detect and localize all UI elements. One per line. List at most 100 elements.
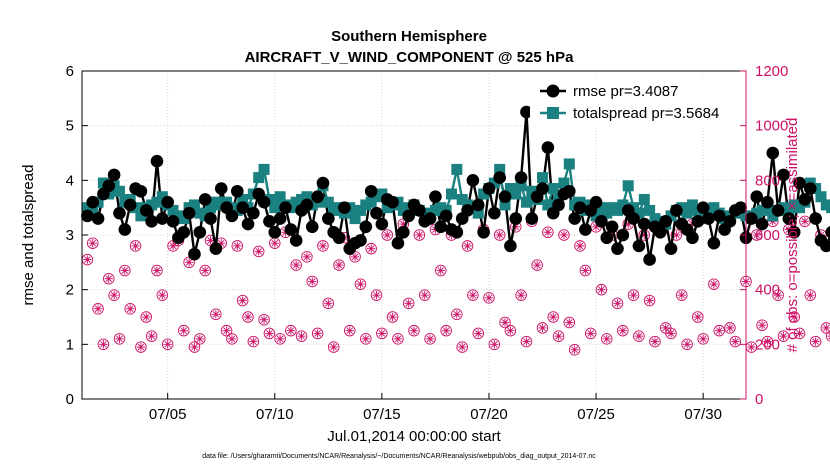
obs-assimilated-marker — [779, 331, 788, 341]
obs-assimilated-marker — [549, 312, 558, 322]
obs-possible-marker — [343, 324, 356, 337]
totalspread-marker — [515, 180, 527, 192]
rmse-marker — [247, 206, 260, 220]
obs-assimilated-marker — [661, 323, 670, 333]
obs-assimilated-marker — [259, 315, 269, 324]
rmse-marker — [150, 154, 164, 168]
rmse-marker — [118, 223, 132, 236]
totalspread-marker — [376, 188, 388, 200]
obs-assimilated-marker — [270, 239, 279, 248]
obs-assimilated-marker — [490, 340, 499, 349]
obs-assimilated-marker — [302, 252, 312, 262]
rmse-marker — [182, 206, 196, 220]
obs-assimilated-marker — [366, 244, 376, 253]
obs-assimilated-marker — [822, 323, 830, 333]
rmse-marker — [396, 225, 410, 239]
totalspread-marker — [488, 177, 500, 189]
obs-assimilated-marker — [99, 340, 108, 349]
obs-possible-marker — [793, 327, 806, 340]
obs-assimilated-marker — [581, 266, 590, 275]
obs-assimilated-marker — [522, 337, 531, 346]
rmse-marker — [322, 212, 335, 225]
totalspread-marker — [826, 202, 830, 214]
obs-possible-marker — [542, 226, 554, 239]
totalspread-marker — [526, 185, 538, 197]
right-tick-label: 600 — [755, 227, 780, 244]
rmse-marker — [627, 212, 640, 225]
obs-possible-marker — [504, 324, 517, 337]
rmse-marker — [637, 217, 651, 231]
obs-possible-marker — [140, 311, 153, 323]
rmse-marker — [589, 195, 603, 209]
rmse-marker — [659, 215, 672, 228]
obs-assimilated-marker — [222, 326, 231, 335]
obs-assimilated-marker — [265, 329, 274, 338]
obs-possible-marker — [515, 289, 527, 301]
obs-assimilated-marker — [597, 285, 606, 294]
right-tick-label: 1200 — [755, 63, 788, 80]
x-tick-label: 07/10 — [256, 406, 294, 423]
rmse-marker — [654, 225, 667, 239]
totalspread-marker — [820, 199, 830, 211]
obs-assimilated-marker — [532, 260, 542, 270]
totalspread-marker — [135, 210, 147, 222]
obs-assimilated-marker — [142, 312, 151, 322]
obs-assimilated-marker — [757, 321, 767, 330]
obs-possible-marker — [595, 283, 608, 296]
left-tick-label: 5 — [66, 118, 74, 135]
obs-assimilated-marker — [666, 329, 676, 338]
obs-assimilated-marker — [763, 337, 772, 346]
rmse-marker — [595, 215, 608, 228]
rmse-marker — [702, 212, 715, 225]
obs-possible-marker — [788, 311, 800, 323]
obs-possible-marker — [263, 327, 276, 340]
rmse-marker — [209, 242, 223, 255]
obs-assimilated-marker — [158, 290, 167, 300]
legend-spread-marker — [547, 107, 559, 119]
rmse-marker — [434, 220, 448, 234]
rmse-marker — [193, 225, 207, 239]
obs-assimilated-marker — [200, 266, 210, 275]
obs-possible-marker — [649, 335, 661, 348]
obs-assimilated-marker — [120, 266, 130, 275]
obs-possible-marker — [177, 324, 190, 337]
obs-assimilated-marker — [109, 290, 119, 300]
obs-assimilated-marker — [677, 290, 686, 300]
obs-possible-marker — [327, 341, 340, 353]
totalspread-marker — [237, 193, 249, 205]
obs-possible-marker — [290, 259, 302, 271]
obs-assimilated-marker — [291, 260, 301, 270]
totalspread-marker — [349, 213, 361, 225]
rmse-marker — [107, 168, 121, 182]
rmse-marker — [562, 184, 576, 198]
rmse-marker — [504, 239, 517, 253]
totalspread-marker — [87, 204, 99, 216]
obs-possible-marker — [643, 294, 656, 307]
obs-assimilated-marker — [554, 331, 563, 341]
totalspread-marker — [563, 158, 575, 170]
obs-assimilated-marker — [383, 230, 392, 240]
obs-assimilated-marker — [88, 239, 97, 248]
obs-assimilated-marker — [565, 318, 574, 327]
obs-possible-marker — [188, 341, 201, 353]
x-tick-label: 07/15 — [363, 406, 401, 423]
totalspread-marker — [322, 196, 334, 208]
obs-possible-marker — [461, 240, 474, 252]
rmse-marker — [787, 225, 801, 239]
obs-assimilated-marker — [441, 326, 451, 335]
rmse-marker — [782, 212, 796, 225]
left-tick-label: 4 — [66, 172, 74, 189]
rmse-marker — [552, 198, 565, 212]
rmse-marker — [498, 190, 512, 204]
obs-possible-marker — [627, 289, 640, 301]
obs-assimilated-marker — [806, 290, 815, 300]
rmse-marker — [798, 193, 812, 206]
obs-possible-marker — [574, 240, 586, 252]
obs-possible-marker — [285, 324, 297, 337]
obs-assimilated-marker — [345, 326, 354, 335]
rmse-marker — [536, 182, 549, 195]
obs-assimilated-marker — [286, 326, 296, 335]
obs-possible-marker — [413, 229, 426, 241]
rmse-marker — [289, 234, 303, 247]
rmse-marker — [81, 209, 94, 223]
